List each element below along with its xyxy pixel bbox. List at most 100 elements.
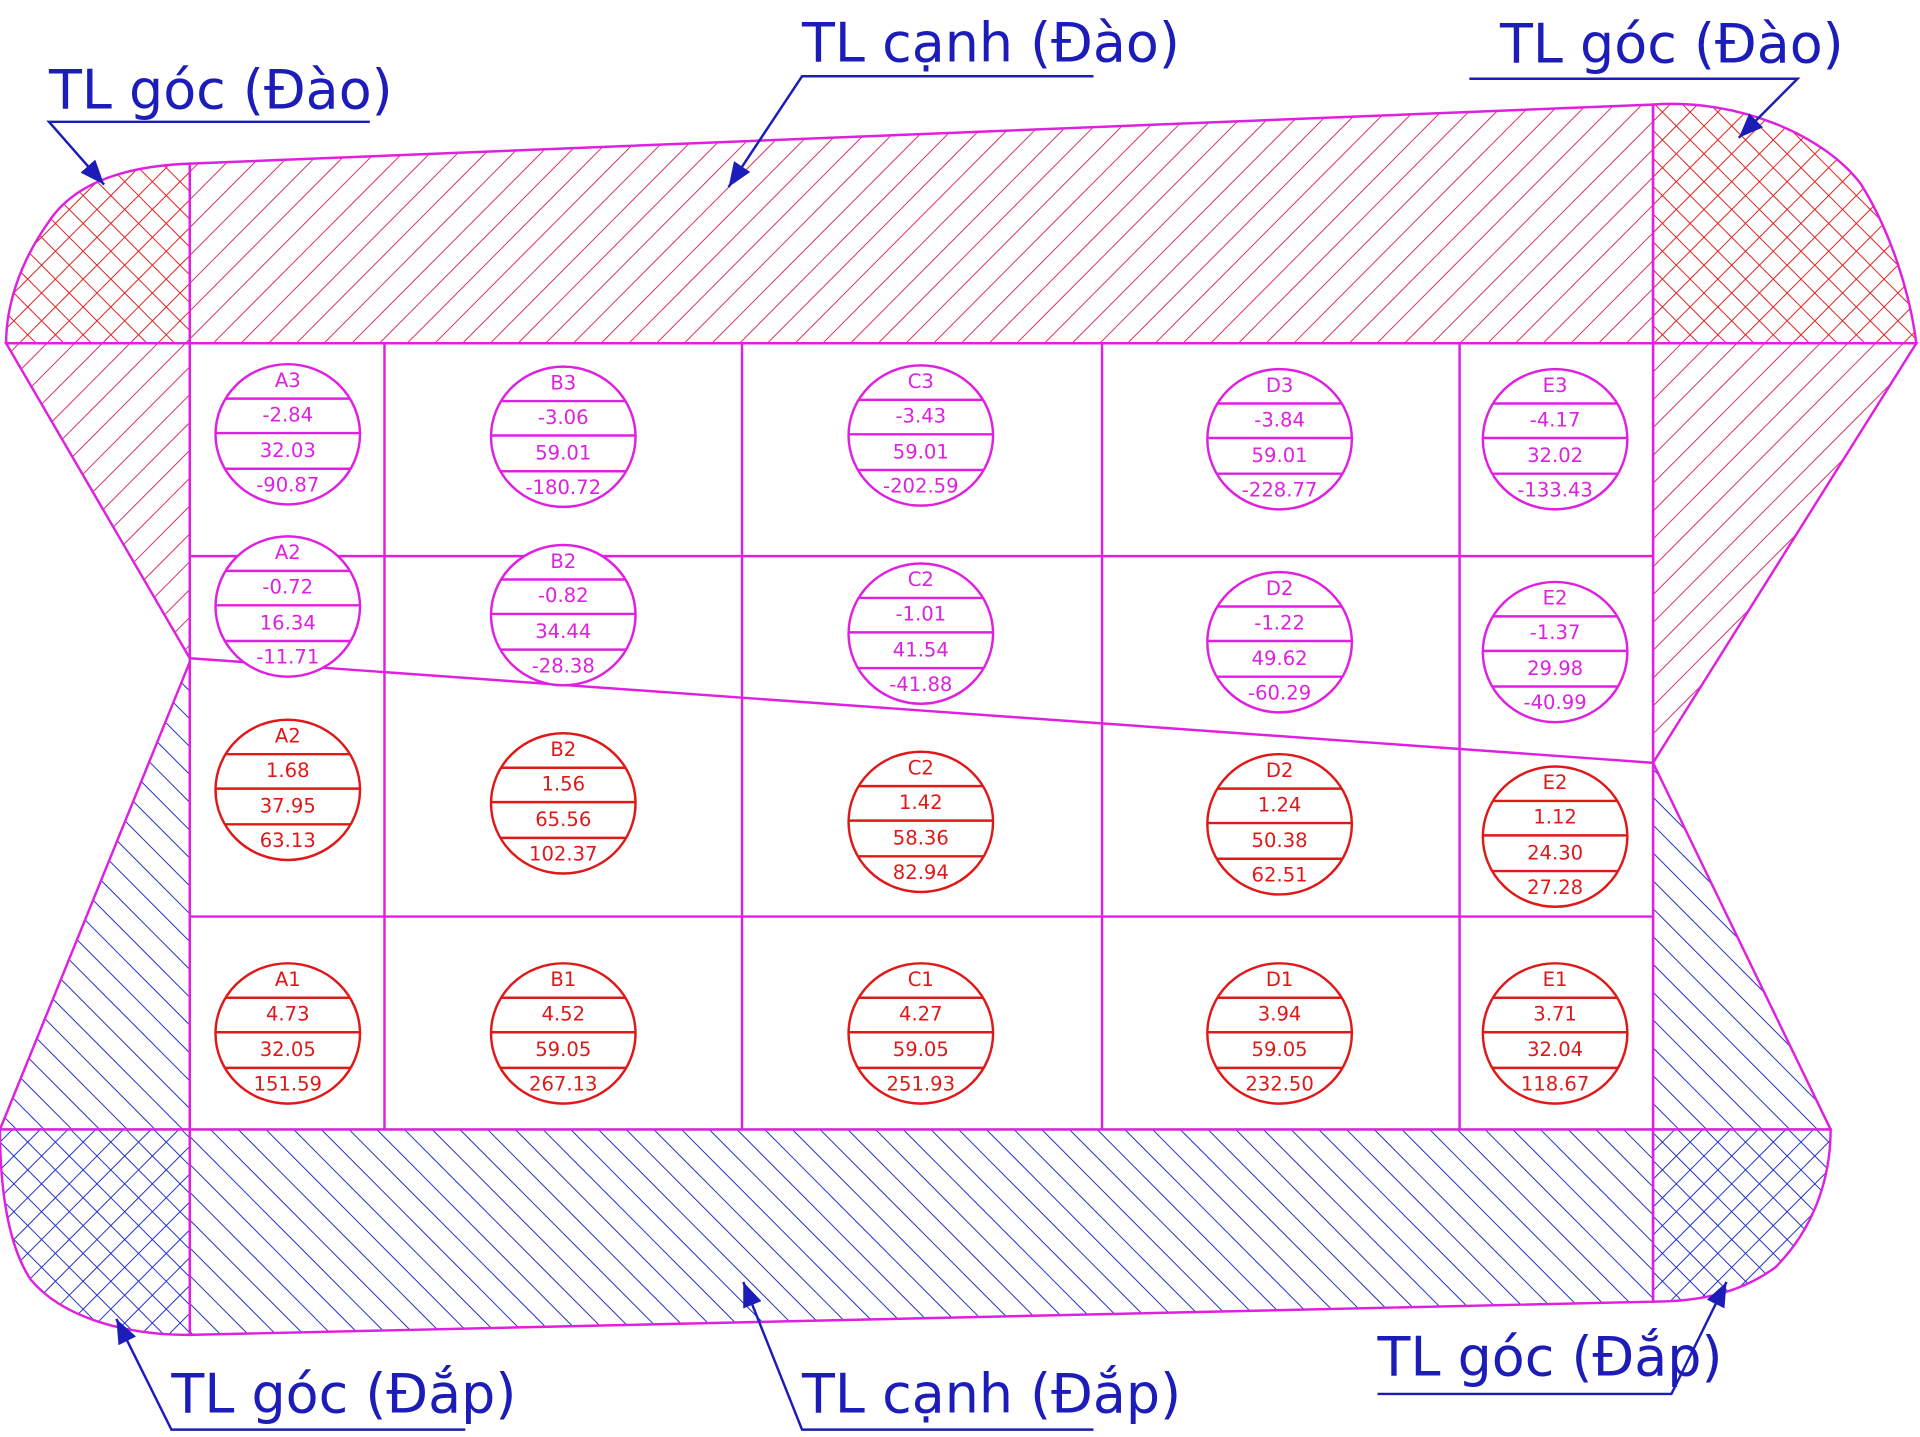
cell-marker: C1 4.27 59.05 251.93 bbox=[847, 962, 995, 1105]
cell-value: -90.87 bbox=[256, 473, 319, 496]
cell-marker: E3 -4.17 32.02 -133.43 bbox=[1481, 367, 1629, 511]
cell-value: 37.95 bbox=[260, 795, 316, 818]
cell-value: 32.03 bbox=[260, 439, 316, 462]
cell-value: -41.88 bbox=[889, 673, 952, 696]
cell-value: 62.51 bbox=[1252, 863, 1308, 886]
callout-label: TL góc (Đắp) bbox=[1377, 1325, 1723, 1388]
cell-value: 151.59 bbox=[254, 1073, 323, 1096]
cell-value: 59.05 bbox=[893, 1038, 949, 1061]
cell-label: E3 bbox=[1543, 374, 1568, 397]
cell-value: 24.30 bbox=[1527, 841, 1583, 864]
cell-value: 34.44 bbox=[535, 620, 591, 643]
cell-marker: D1 3.94 59.05 232.50 bbox=[1206, 962, 1354, 1105]
cell-label: A1 bbox=[275, 968, 301, 991]
cell-value: 102.37 bbox=[529, 843, 598, 866]
cell-value: 1.42 bbox=[899, 791, 943, 814]
left-cut-slope bbox=[3, 342, 192, 663]
cell-label: B2 bbox=[550, 738, 576, 761]
cells: A3 -2.84 32.03 -90.87 B3 -3.06 59.01 -180.72 C3 -… bbox=[214, 362, 1629, 1105]
cell-value: -1.01 bbox=[895, 603, 946, 626]
cell-marker: D3 -3.84 59.01 -228.77 bbox=[1206, 367, 1354, 511]
cell-value: -1.22 bbox=[1254, 611, 1305, 634]
cell-value: 267.13 bbox=[529, 1073, 598, 1096]
cell-marker: A3 -2.84 32.03 -90.87 bbox=[214, 362, 362, 506]
cell-value: -1.37 bbox=[1530, 621, 1581, 644]
cell-label: D1 bbox=[1266, 968, 1294, 991]
cell-value: 59.01 bbox=[535, 441, 591, 464]
cell-value: 32.05 bbox=[260, 1038, 316, 1061]
cell-value: 59.01 bbox=[893, 440, 949, 463]
cell-marker: C2 -1.01 41.54 -41.88 bbox=[847, 562, 995, 705]
cell-value: 82.94 bbox=[893, 861, 949, 884]
cell-value: 29.98 bbox=[1527, 657, 1583, 680]
cell-label: D3 bbox=[1266, 374, 1294, 397]
right-cut-slope bbox=[1651, 342, 1919, 768]
cell-value: 49.62 bbox=[1252, 647, 1308, 670]
cell-label: E1 bbox=[1543, 968, 1568, 991]
bottom-left-corner bbox=[0, 1128, 192, 1337]
cell-value: 3.94 bbox=[1258, 1002, 1302, 1025]
cell-value: -202.59 bbox=[883, 475, 959, 498]
cell-value: -0.82 bbox=[538, 584, 589, 607]
cell-marker: C2 1.42 58.36 82.94 bbox=[847, 750, 995, 894]
cell-marker: B3 -3.06 59.01 -180.72 bbox=[489, 365, 637, 509]
cell-value: -0.72 bbox=[262, 576, 313, 599]
cell-value: 59.05 bbox=[535, 1038, 591, 1061]
cell-value: 59.01 bbox=[1252, 444, 1308, 467]
cell-value: -11.71 bbox=[256, 646, 319, 669]
cell-value: -3.43 bbox=[895, 405, 946, 428]
cell-label: E2 bbox=[1543, 587, 1568, 610]
cell-marker: E1 3.71 32.04 118.67 bbox=[1481, 962, 1629, 1105]
callout-label: TL góc (Đào) bbox=[48, 58, 393, 121]
cell-value: 4.27 bbox=[899, 1002, 943, 1025]
cell-label: C2 bbox=[908, 568, 934, 591]
cell-value: -4.17 bbox=[1530, 408, 1581, 431]
cell-marker: E2 1.12 24.30 27.28 bbox=[1481, 765, 1629, 908]
cell-value: 1.56 bbox=[541, 772, 585, 795]
cell-marker: A2 1.68 37.95 63.13 bbox=[214, 718, 362, 862]
callout-label: TL góc (Đào) bbox=[1499, 13, 1844, 76]
cell-value: 63.13 bbox=[260, 829, 316, 852]
cell-value: 16.34 bbox=[260, 611, 316, 634]
zero-line bbox=[189, 656, 1654, 765]
cell-marker: B2 1.56 65.56 102.37 bbox=[489, 732, 637, 875]
bottom-right-corner bbox=[1651, 1128, 1832, 1303]
cell-value: 59.05 bbox=[1252, 1038, 1308, 1061]
cell-value: -2.84 bbox=[262, 403, 313, 426]
cell-marker: B1 4.52 59.05 267.13 bbox=[489, 962, 637, 1105]
cell-label: C2 bbox=[908, 756, 934, 779]
cell-marker: C3 -3.43 59.01 -202.59 bbox=[847, 364, 995, 507]
cell-value: 32.02 bbox=[1527, 444, 1583, 467]
leaders bbox=[46, 75, 1801, 1431]
cell-value: 251.93 bbox=[887, 1073, 956, 1096]
cell-value: 41.54 bbox=[893, 638, 949, 661]
cell-marker: D2 -1.22 49.62 -60.29 bbox=[1206, 570, 1354, 714]
cell-value: -228.77 bbox=[1242, 478, 1318, 501]
cell-label: A3 bbox=[275, 369, 301, 392]
cell-value: -133.43 bbox=[1517, 478, 1593, 501]
cell-value: 4.73 bbox=[266, 1002, 310, 1025]
cell-value: 1.12 bbox=[1533, 806, 1577, 829]
cell-value: -28.38 bbox=[532, 654, 595, 677]
cell-marker: B2 -0.82 34.44 -28.38 bbox=[489, 543, 637, 687]
cell-label: B3 bbox=[550, 371, 576, 394]
cell-label: C1 bbox=[908, 968, 934, 991]
cell-value: 1.68 bbox=[266, 759, 310, 782]
callout-label: TL cạnh (Đào) bbox=[801, 11, 1180, 74]
cell-value: 50.38 bbox=[1252, 829, 1308, 852]
cell-label: B1 bbox=[550, 968, 576, 991]
cell-marker: A2 -0.72 16.34 -11.71 bbox=[214, 535, 362, 678]
right-fill-slope bbox=[1651, 762, 1833, 1131]
left-fill-slope bbox=[0, 661, 192, 1131]
cell-label: D2 bbox=[1266, 759, 1294, 782]
top-right-corner bbox=[1651, 102, 1918, 345]
cell-marker: D2 1.24 50.38 62.51 bbox=[1206, 752, 1354, 896]
cell-value: 118.67 bbox=[1521, 1073, 1590, 1096]
cell-label: A2 bbox=[275, 724, 301, 747]
cell-value: -60.29 bbox=[1248, 681, 1311, 704]
cell-label: D2 bbox=[1266, 577, 1294, 600]
cell-label: A2 bbox=[275, 541, 301, 564]
cell-value: 65.56 bbox=[535, 808, 591, 831]
cell-label: C3 bbox=[908, 370, 934, 393]
